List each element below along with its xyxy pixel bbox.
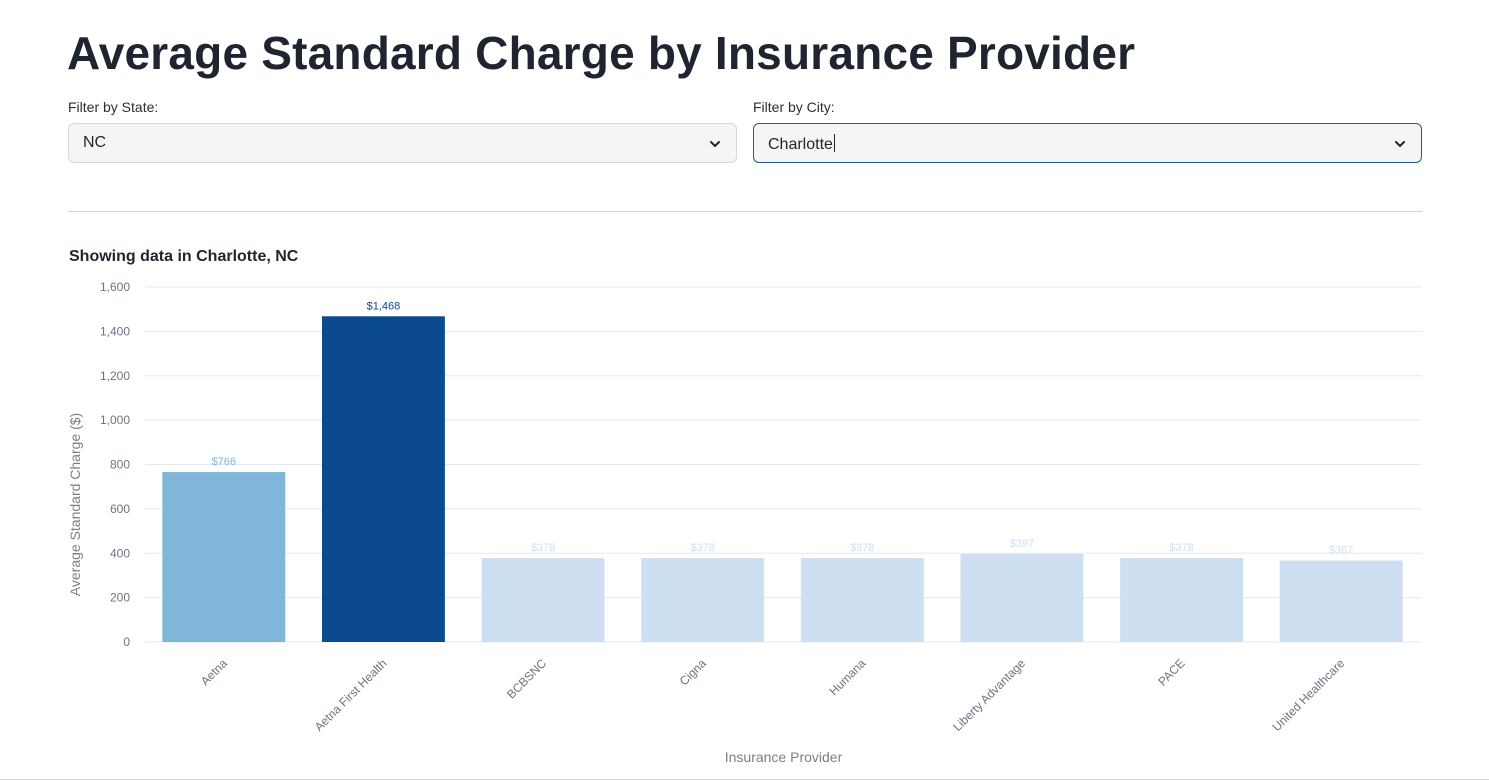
bar-data-label: $378 bbox=[1169, 542, 1193, 554]
y-tick-label: 0 bbox=[123, 635, 130, 649]
state-select-value: NC bbox=[83, 134, 107, 151]
bar[interactable] bbox=[1279, 560, 1403, 642]
y-axis-ticks: 0 200 400 600 800 1,000 1,200 1,400 1,600 bbox=[100, 280, 130, 649]
chart-subtitle: Showing data in Charlotte, NC bbox=[69, 248, 299, 265]
section-divider bbox=[68, 211, 1422, 212]
text-caret bbox=[833, 134, 835, 152]
x-axis-title: Insurance Provider bbox=[725, 749, 843, 765]
chevron-down-icon bbox=[710, 141, 720, 147]
y-tick-label: 600 bbox=[110, 502, 130, 516]
x-tick-label: Aetna bbox=[198, 656, 230, 688]
page-bottom-border bbox=[0, 779, 1489, 780]
chevron-down-icon bbox=[1395, 141, 1405, 147]
y-tick-label: 800 bbox=[110, 458, 130, 472]
x-tick-label: Cigna bbox=[677, 656, 709, 688]
y-axis-title: Average Standard Charge ($) bbox=[67, 413, 83, 596]
bar-data-labels: $766 $1,468 $378 $378 $378 $397 $378 $367 bbox=[212, 300, 1354, 556]
bar-data-label: $397 bbox=[1010, 538, 1034, 550]
city-select[interactable]: Charlotte bbox=[753, 123, 1422, 163]
y-tick-label: 1,200 bbox=[100, 369, 130, 383]
x-axis-ticks: Aetna Aetna First Health BCBSNC Cigna Humana… bbox=[198, 656, 1348, 734]
bar-data-label: $378 bbox=[531, 542, 555, 554]
x-tick-label: PACE bbox=[1155, 656, 1187, 688]
bar-data-label: $367 bbox=[1329, 545, 1353, 557]
bar-data-label: $766 bbox=[212, 456, 236, 468]
y-tick-label: 400 bbox=[110, 546, 130, 560]
x-tick-label: Aetna First Health bbox=[312, 656, 390, 734]
y-tick-label: 1,000 bbox=[100, 413, 130, 427]
page-title: Average Standard Charge by Insurance Pro… bbox=[67, 27, 1136, 79]
bar[interactable] bbox=[481, 558, 605, 642]
x-tick-label: United Healthcare bbox=[1269, 656, 1347, 734]
bar[interactable] bbox=[800, 558, 924, 642]
city-select-value: Charlotte bbox=[768, 136, 833, 153]
bar[interactable] bbox=[960, 553, 1084, 642]
city-select-value-wrap: Charlotte bbox=[768, 134, 835, 154]
bar[interactable] bbox=[1120, 558, 1244, 642]
state-filter: Filter by State: NC bbox=[68, 99, 737, 163]
bar-data-label: $378 bbox=[850, 542, 874, 554]
x-tick-label: Liberty Advantage bbox=[950, 656, 1028, 734]
bar[interactable] bbox=[321, 316, 445, 642]
state-filter-label: Filter by State: bbox=[68, 99, 159, 115]
city-filter: Filter by City: Charlotte bbox=[753, 99, 1422, 163]
bar-chart: 0 200 400 600 800 1,000 1,200 1,400 1,600 $766 $1… bbox=[67, 280, 1422, 765]
bar-data-label: $1,468 bbox=[367, 300, 401, 312]
x-tick-label: Humana bbox=[826, 656, 868, 698]
bar[interactable] bbox=[641, 558, 765, 642]
y-tick-label: 1,400 bbox=[100, 324, 130, 338]
bar[interactable] bbox=[162, 472, 286, 642]
bar-data-label: $378 bbox=[690, 542, 714, 554]
state-select[interactable]: NC bbox=[68, 123, 737, 163]
y-tick-label: 200 bbox=[110, 591, 130, 605]
chart-bars bbox=[162, 316, 1403, 642]
city-filter-label: Filter by City: bbox=[753, 99, 835, 115]
y-tick-label: 1,600 bbox=[100, 280, 130, 294]
x-tick-label: BCBSNC bbox=[504, 656, 549, 701]
